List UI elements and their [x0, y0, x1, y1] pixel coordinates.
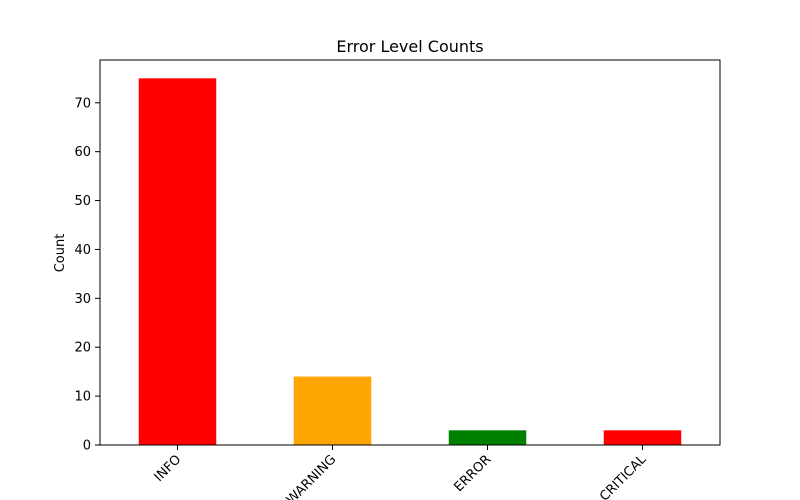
chart-title: Error Level Counts [336, 37, 483, 56]
bar-warning [293, 376, 372, 445]
plot-frame [99, 59, 721, 446]
y-tick-label: 10 [74, 390, 91, 405]
y-tick-label: 60 [74, 145, 91, 160]
y-axis-label: Count [53, 234, 68, 273]
bar-critical [603, 430, 682, 445]
y-tick-label: 70 [74, 96, 91, 111]
bar-info [138, 78, 217, 445]
x-tick-label-error: ERROR [452, 452, 495, 495]
y-tick-label: 40 [74, 243, 91, 258]
x-tick-label-info: INFO [152, 452, 185, 485]
bar-error [448, 430, 527, 445]
bars-layer [138, 78, 682, 445]
x-tick-label-warning: WARNING [284, 452, 339, 500]
y-tick-label: 0 [83, 439, 91, 454]
y-tick-label: 30 [74, 292, 91, 307]
y-tick-label: 20 [74, 341, 91, 356]
y-tick-label: 50 [74, 194, 91, 209]
x-tick-label-critical: CRITICAL [597, 452, 650, 500]
